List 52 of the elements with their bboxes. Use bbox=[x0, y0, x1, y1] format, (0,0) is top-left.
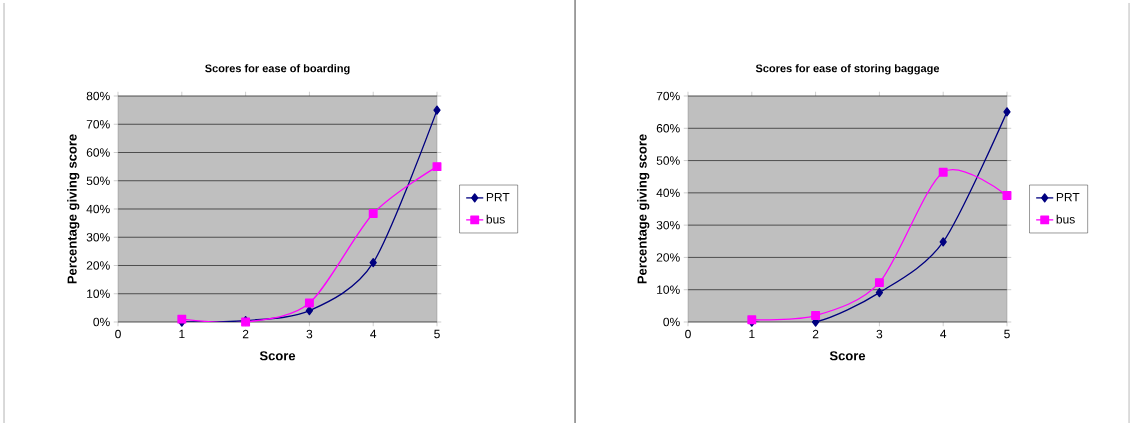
y-tick-label: 0% bbox=[663, 317, 680, 327]
x-tick-label: 0 bbox=[115, 329, 121, 339]
y-tick-label: 30% bbox=[656, 220, 680, 230]
y-axis-title: Percentage giving score bbox=[67, 134, 80, 284]
x-tick-label: 5 bbox=[1004, 329, 1010, 339]
x-tick-label: 2 bbox=[812, 329, 819, 339]
x-tick-label: 0 bbox=[685, 329, 691, 339]
chart-title: Scores for ease of storing baggage bbox=[755, 64, 940, 75]
y-tick-label: 50% bbox=[86, 176, 110, 185]
point bbox=[1002, 190, 1012, 200]
x-tick-label: 4 bbox=[370, 329, 377, 339]
legend-label: PRT bbox=[486, 193, 510, 202]
point bbox=[938, 167, 948, 177]
y-tick-label: 20% bbox=[656, 253, 680, 262]
y-tick-label: 10% bbox=[87, 289, 110, 298]
legend-label: PRT bbox=[1056, 193, 1080, 202]
y-tick-label: 60% bbox=[656, 124, 680, 133]
x-tick-label: 1 bbox=[749, 329, 755, 339]
y-tick-label: 80% bbox=[86, 91, 110, 101]
y-tick-label: 30% bbox=[86, 233, 110, 242]
y-tick-label: 10% bbox=[657, 285, 680, 294]
x-tick-label: 1 bbox=[179, 329, 185, 339]
point bbox=[874, 278, 884, 288]
y-tick-label: 70% bbox=[86, 120, 110, 129]
y-tick-label: 40% bbox=[656, 188, 680, 198]
y-tick-label: 40% bbox=[86, 204, 110, 214]
point bbox=[811, 311, 821, 320]
y-tick-label: 50% bbox=[656, 156, 680, 165]
x-tick-label: 5 bbox=[434, 329, 440, 339]
x-tick-label: 3 bbox=[876, 329, 883, 339]
point bbox=[939, 237, 947, 247]
point bbox=[368, 209, 378, 218]
x-tick-label: 3 bbox=[306, 329, 313, 339]
y-tick-label: 20% bbox=[86, 261, 110, 270]
point bbox=[432, 162, 442, 172]
chart-title: Scores for ease of boarding bbox=[205, 64, 350, 75]
point bbox=[305, 306, 314, 316]
x-axis-title: Score bbox=[259, 351, 296, 361]
point bbox=[304, 298, 314, 308]
point bbox=[369, 258, 377, 268]
y-tick-label: 60% bbox=[86, 148, 110, 157]
point bbox=[875, 287, 884, 298]
legend-label: bus bbox=[1056, 214, 1075, 224]
legend-label: bus bbox=[486, 214, 505, 224]
point bbox=[433, 105, 441, 115]
x-tick-label: 4 bbox=[940, 329, 947, 339]
x-axis-title: Score bbox=[829, 351, 866, 361]
y-axis-title: Percentage giving score bbox=[637, 134, 650, 284]
y-tick-label: 70% bbox=[656, 91, 680, 101]
point bbox=[1003, 107, 1011, 117]
x-tick-label: 2 bbox=[242, 329, 249, 339]
y-tick-label: 0% bbox=[93, 317, 110, 327]
